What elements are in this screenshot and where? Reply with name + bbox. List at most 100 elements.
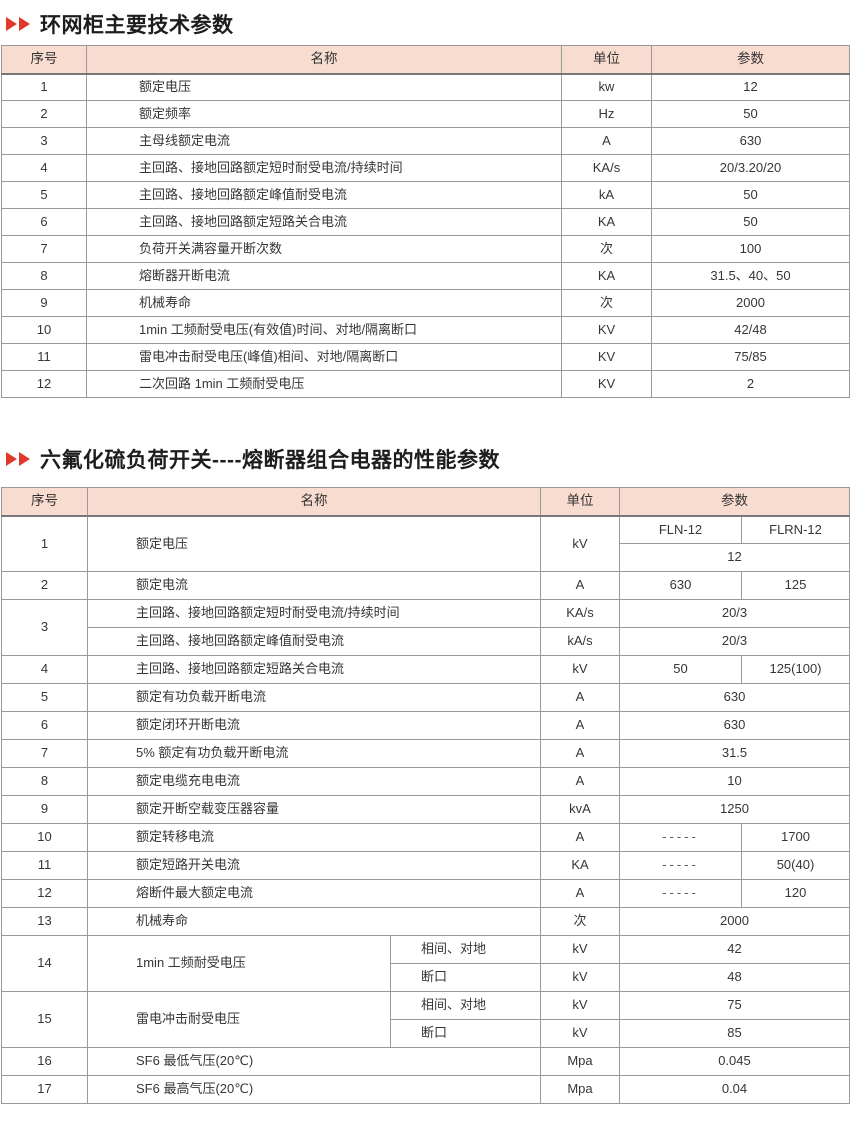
name-cell: 雷电冲击耐受电压(峰值)相间、对地/隔离断口 xyxy=(86,343,562,371)
table-row: 5 主回路、接地回路额定峰值耐受电流 kA 50 xyxy=(1,181,850,209)
serial-cell: 7 xyxy=(1,739,88,768)
serial-cell: 2 xyxy=(1,571,88,600)
serial-cell: 15 xyxy=(1,991,88,1048)
unit-cell: KV xyxy=(561,316,652,344)
param-a-cell: ----- xyxy=(619,851,742,880)
subname-cell: 断口 xyxy=(390,963,541,992)
unit-cell: KV xyxy=(561,343,652,371)
serial-cell: 14 xyxy=(1,935,88,992)
param-cell: 31.5 xyxy=(619,739,850,768)
param-cell: 50 xyxy=(651,100,850,128)
serial-cell: 16 xyxy=(1,1047,88,1076)
unit-cell: kw xyxy=(561,73,652,101)
param-cell: 48 xyxy=(619,963,850,992)
table-row: 6 额定闭环开断电流 A 630 xyxy=(1,711,850,740)
unit-cell: A xyxy=(561,127,652,155)
table-row: 16 SF6 最低气压(20℃) Mpa 0.045 xyxy=(1,1047,850,1076)
param-cell: 20/3.20/20 xyxy=(651,154,850,182)
param-cell: 630 xyxy=(651,127,850,155)
param-b-cell: 125(100) xyxy=(741,655,850,684)
table-header-row: 序号 名称 单位 参数 xyxy=(1,45,850,75)
header-param: 参数 xyxy=(651,45,850,75)
unit-cell: A xyxy=(540,571,620,600)
serial-cell: 10 xyxy=(1,823,88,852)
unit-cell: KA xyxy=(561,262,652,290)
name-cell: 额定闭环开断电流 xyxy=(87,711,541,740)
param-cell: 75 xyxy=(619,991,850,1020)
name-cell: 额定短路开关电流 xyxy=(87,851,541,880)
table-row: 3 主回路、接地回路额定短时耐受电流/持续时间 KA/s 20/3 xyxy=(1,599,850,656)
table-header-row: 序号 名称 单位 参数 xyxy=(1,487,850,517)
unit-cell: KA/s xyxy=(540,599,620,628)
unit-cell: kV xyxy=(540,1019,620,1048)
param-cell: 42/48 xyxy=(651,316,850,344)
unit-cell: A xyxy=(540,711,620,740)
param-cell: 630 xyxy=(619,711,850,740)
table-row: 主回路、接地回路额定峰值耐受电流 kA/s 20/3 xyxy=(2,627,850,656)
table-row: 8 熔断器开断电流 KA 31.5、40、50 xyxy=(1,262,850,290)
serial-cell: 7 xyxy=(1,235,87,263)
unit-cell: 次 xyxy=(561,289,652,317)
param-b-cell: 125 xyxy=(741,571,850,600)
param-a-cell: ----- xyxy=(619,879,742,908)
table-row: 15 雷电冲击耐受电压 相间、对地 kV 75 xyxy=(1,991,850,1048)
param-cell: 12 xyxy=(619,543,850,572)
name-cell: 机械寿命 xyxy=(87,907,541,936)
table-row: 7 负荷开关满容量开断次数 次 100 xyxy=(1,235,850,263)
name-cell: 主回路、接地回路额定短路关合电流 xyxy=(86,208,562,236)
serial-cell: 5 xyxy=(1,181,87,209)
unit-cell: kA xyxy=(561,181,652,209)
param-cell: 20/3 xyxy=(619,627,850,656)
header-unit: 单位 xyxy=(561,45,652,75)
name-cell: 额定电流 xyxy=(87,571,541,600)
unit-cell: KA xyxy=(561,208,652,236)
name-cell: 主回路、接地回路额定短时耐受电流/持续时间 xyxy=(87,599,541,628)
param-cell: 2000 xyxy=(619,907,850,936)
name-cell: 额定电缆充电电流 xyxy=(87,767,541,796)
serial-cell: 6 xyxy=(1,208,87,236)
header-serial: 序号 xyxy=(1,45,87,75)
serial-cell: 11 xyxy=(1,851,88,880)
serial-cell: 17 xyxy=(1,1075,88,1104)
serial-cell: 12 xyxy=(1,370,87,398)
name-cell: 主回路、接地回路额定短时耐受电流/持续时间 xyxy=(86,154,562,182)
table-row: 14 1min 工频耐受电压 相间、对地 kV 42 xyxy=(1,935,850,992)
section1-title: 环网柜主要技术参数 xyxy=(40,14,234,37)
arrow-right-icon xyxy=(19,17,30,31)
serial-cell: 10 xyxy=(1,316,87,344)
param-cell: 85 xyxy=(619,1019,850,1048)
subname-cell: 相间、对地 xyxy=(390,991,541,1020)
name-cell: 额定开断空载变压器容量 xyxy=(87,795,541,824)
param-b-cell: 120 xyxy=(741,879,850,908)
unit-cell: kV xyxy=(540,655,620,684)
table-row: 9 额定开断空载变压器容量 kvA 1250 xyxy=(1,795,850,824)
table-row: 10 1min 工频耐受电压(有效值)时间、对地/隔离断口 KV 42/48 xyxy=(1,316,850,344)
table-row: 断口 kV 85 xyxy=(2,1019,850,1048)
table-row: 3 主母线额定电流 A 630 xyxy=(1,127,850,155)
param-b-cell: 50(40) xyxy=(741,851,850,880)
param-cell: 100 xyxy=(651,235,850,263)
name-cell: 主回路、接地回路额定峰值耐受电流 xyxy=(87,627,541,656)
unit-cell: A xyxy=(540,683,620,712)
table-row: 5 额定有功负载开断电流 A 630 xyxy=(1,683,850,712)
header-serial: 序号 xyxy=(1,487,88,517)
name-cell: 熔断件最大额定电流 xyxy=(87,879,541,908)
name-cell: SF6 最高气压(20℃) xyxy=(87,1075,541,1104)
name-cell: 额定有功负载开断电流 xyxy=(87,683,541,712)
header-param: 参数 xyxy=(619,487,850,517)
name-cell: SF6 最低气压(20℃) xyxy=(87,1047,541,1076)
name-cell: 负荷开关满容量开断次数 xyxy=(86,235,562,263)
param-b-cell: 1700 xyxy=(741,823,850,852)
serial-cell: 13 xyxy=(1,907,88,936)
param-a-cell: FLN-12 xyxy=(619,515,742,544)
serial-cell: 4 xyxy=(1,154,87,182)
unit-cell: KA/s xyxy=(561,154,652,182)
serial-cell: 6 xyxy=(1,711,88,740)
param-cell: 630 xyxy=(619,683,850,712)
name-cell: 主回路、接地回路额定短路关合电流 xyxy=(87,655,541,684)
serial-cell: 3 xyxy=(1,127,87,155)
table-row: 4 主回路、接地回路额定短路关合电流 kV 50 125(100) xyxy=(1,655,850,684)
serial-cell: 8 xyxy=(1,767,88,796)
param-cell: 12 xyxy=(651,73,850,101)
table-row: 8 额定电缆充电电流 A 10 xyxy=(1,767,850,796)
